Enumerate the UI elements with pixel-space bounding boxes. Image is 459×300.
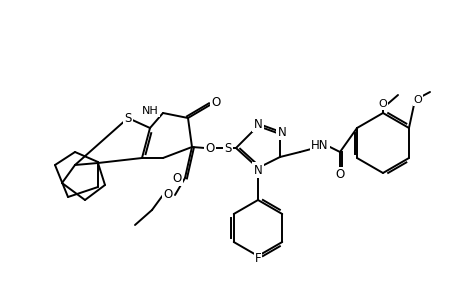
Text: NH: NH [142,106,159,116]
Text: O: O [205,142,214,154]
Text: O: O [378,99,386,109]
Text: N: N [253,118,262,130]
Text: O: O [413,95,421,105]
Text: S: S [224,142,231,154]
Text: HN: HN [311,139,328,152]
Text: O: O [211,95,220,109]
Text: O: O [335,169,344,182]
Text: S: S [124,112,131,124]
Text: N: N [277,125,286,139]
Text: O: O [172,172,181,184]
Text: N: N [253,164,262,176]
Text: F: F [254,251,261,265]
Text: O: O [163,188,172,202]
